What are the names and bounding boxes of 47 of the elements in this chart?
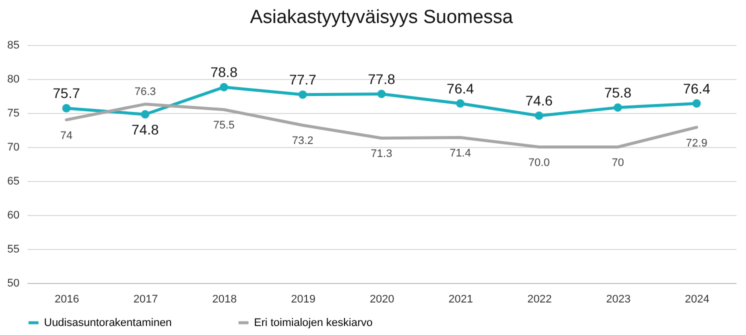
x-tick-label: 2017 [133,294,158,306]
point [377,90,386,98]
x-tick-label: 2020 [370,294,394,306]
legend-label: Uudisasuntorakentaminen [44,316,172,329]
y-tick-label: 80 [7,74,20,86]
x-tick-label: 2016 [54,294,80,306]
data-label: 73.2 [292,135,314,148]
y-tick-label: 65 [7,176,20,188]
y-tick-label: 50 [7,278,20,290]
x-tick-label: 2019 [290,294,316,306]
data-label: 75.7 [52,85,80,102]
y-tick-label: 55 [7,244,20,256]
point [692,99,701,108]
data-label: 76.4 [682,80,710,96]
data-label: 76.4 [446,80,474,96]
point [140,110,150,119]
data-label: 70 [612,157,624,169]
y-tick-label: 60 [7,210,20,222]
data-label: 72.9 [686,137,708,150]
y-tick-label: 85 [7,40,20,52]
y-tick-label: 70 [7,142,20,154]
data-label: 74.8 [132,121,160,138]
point [62,104,71,112]
legend-label: Eri toimialojen keskiarvo [254,316,373,329]
x-tick-label: 2021 [448,294,474,306]
y-tick-label: 75 [7,108,20,120]
x-tick-label: 2022 [527,294,552,306]
x-tick-label: 2023 [606,294,631,306]
data-label: 70.0 [528,157,550,169]
data-label: 71.4 [450,147,471,160]
point [534,112,544,120]
data-label: 76.3 [134,86,156,98]
data-label: 78.8 [210,64,238,80]
data-label: 74 [60,130,73,142]
point [298,90,307,99]
x-tick-label: 2024 [684,294,710,306]
data-label: 75.8 [604,84,632,101]
point [614,103,622,112]
data-label: 75.5 [213,120,235,132]
point [220,82,228,92]
data-label: 71.3 [370,148,392,160]
data-label: 74.6 [525,92,553,109]
point [456,99,464,108]
chart-title: Asiakastyytyväisyys Suomessa [250,7,514,28]
data-label: 77.8 [368,70,396,87]
x-tick-label: 2018 [212,294,237,306]
data-label: 77.7 [289,72,317,88]
